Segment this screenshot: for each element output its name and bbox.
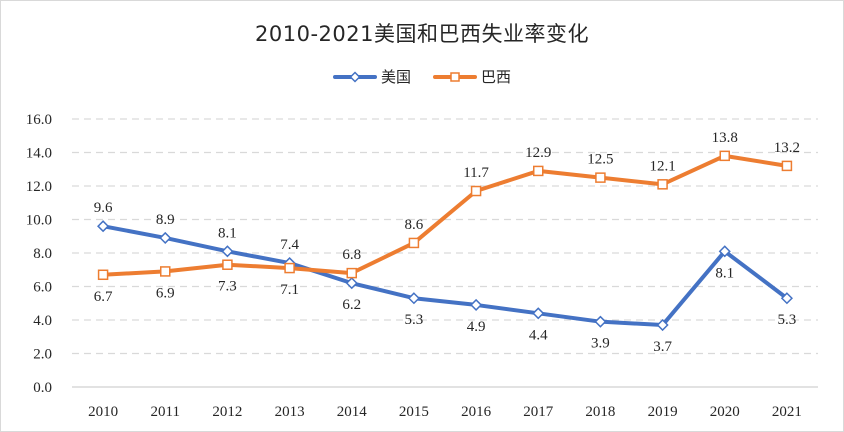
series-line-usa [101, 224, 789, 328]
data-label-usa: 5.3 [778, 312, 797, 328]
data-label-usa: 4.4 [529, 327, 548, 343]
data-label-usa: 8.1 [218, 225, 237, 241]
y-tick-label: 12.0 [26, 179, 52, 195]
legend-item-usa[interactable]: 美国 [332, 66, 411, 87]
x-tick-label: 2019 [648, 404, 678, 420]
data-point-usa [159, 231, 172, 244]
x-tick-label: 2018 [585, 404, 615, 420]
data-point-brazil [346, 267, 357, 279]
data-label-brazil: 13.8 [712, 130, 738, 146]
data-point-brazil [719, 150, 730, 162]
legend-marker-brazil [433, 71, 477, 82]
data-label-brazil: 13.2 [774, 140, 800, 156]
data-label-brazil: 6.7 [94, 289, 113, 305]
data-point-usa [532, 307, 545, 320]
data-point-usa [345, 277, 358, 290]
data-label-brazil: 8.6 [405, 217, 424, 233]
y-tick-label: 14.0 [26, 146, 52, 162]
data-label-brazil: 6.8 [342, 247, 361, 263]
data-point-brazil [595, 172, 606, 183]
data-point-usa [97, 220, 110, 233]
x-tick-label: 2012 [212, 404, 242, 420]
y-tick-label: 2.0 [33, 347, 52, 363]
chart-title: 2010-2021美国和巴西失业率变化 [255, 22, 589, 46]
data-point-brazil [222, 259, 233, 270]
data-label-usa: 8.9 [156, 212, 175, 228]
data-point-brazil [533, 165, 544, 177]
x-tick-label: 2010 [88, 404, 118, 420]
y-tick-label: 8.0 [33, 246, 52, 262]
y-tick-label: 4.0 [33, 313, 52, 329]
data-point-usa [407, 292, 420, 305]
data-point-brazil [408, 237, 420, 249]
data-label-brazil: 11.7 [463, 165, 489, 181]
data-point-usa [718, 245, 731, 258]
x-tick-label: 2013 [275, 404, 305, 420]
data-label-usa: 3.9 [591, 336, 610, 352]
y-tick-label: 10.0 [26, 213, 52, 229]
data-label-brazil: 12.9 [525, 145, 551, 161]
x-tick-label: 2016 [461, 404, 492, 420]
data-label-usa: 5.3 [405, 312, 424, 328]
data-label-usa: 9.6 [94, 200, 113, 216]
data-point-brazil [470, 185, 482, 197]
data-point-usa [221, 245, 234, 258]
y-tick-label: 6.0 [33, 280, 52, 296]
data-point-usa [780, 292, 793, 305]
x-tick-label: 2020 [710, 404, 740, 420]
legend-marker-usa [332, 70, 377, 83]
data-label-usa: 7.4 [280, 237, 299, 253]
data-label-brazil: 6.9 [156, 285, 175, 301]
data-label-brazil: 7.1 [280, 282, 299, 298]
data-point-usa [470, 298, 483, 311]
legend-label-brazil: 巴西 [481, 68, 512, 86]
data-point-brazil [781, 160, 793, 172]
data-point-brazil [657, 179, 668, 190]
legend-label-usa: 美国 [380, 68, 411, 86]
x-tick-label: 2021 [772, 404, 802, 420]
data-point-usa [594, 315, 607, 328]
y-tick-label: 0.0 [33, 380, 52, 396]
legend-item-brazil[interactable]: 巴西 [433, 66, 511, 87]
data-label-brazil: 12.1 [649, 158, 675, 174]
data-point-brazil [97, 269, 109, 281]
x-tick-label: 2015 [399, 404, 429, 420]
data-point-brazil [284, 262, 295, 274]
data-label-usa: 4.9 [467, 319, 486, 335]
data-label-usa: 6.2 [342, 297, 361, 313]
legend: 美国 巴西 [0, 66, 844, 87]
data-label-usa: 3.7 [653, 339, 672, 355]
x-tick-label: 2017 [523, 404, 554, 420]
y-tick-label: 16.0 [26, 112, 52, 128]
data-label-brazil: 7.3 [218, 279, 237, 295]
x-tick-label: 2011 [151, 404, 180, 420]
data-point-usa [656, 318, 669, 332]
data-point-brazil [160, 266, 171, 277]
x-tick-label: 2014 [337, 404, 368, 420]
data-label-usa: 8.1 [715, 265, 734, 281]
series-line-brazil [101, 153, 789, 277]
data-label-brazil: 12.5 [587, 152, 613, 168]
